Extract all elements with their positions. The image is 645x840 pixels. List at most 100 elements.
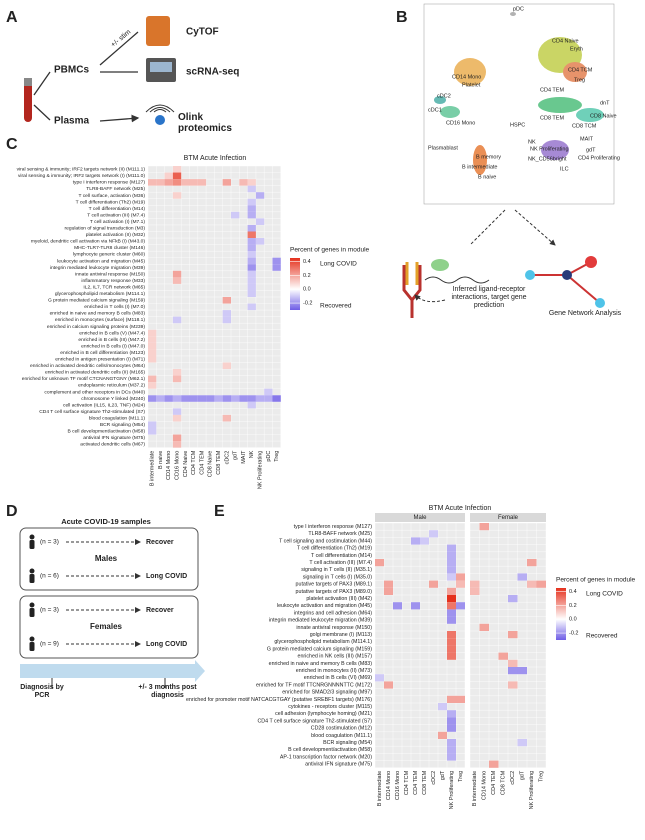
column-label: B intermediate: [377, 771, 383, 806]
facet-strip: [375, 513, 465, 522]
heatmap-cell: [222, 414, 231, 422]
cluster-label: Platelet: [462, 82, 481, 88]
row-label: inflammatory response (M33): [81, 278, 145, 284]
row-label: leukocyte activation and migration (M45): [277, 603, 372, 609]
heatmap-cell: [247, 264, 256, 271]
schematic-label: Gene Network Analysis: [548, 310, 622, 317]
heatmap-cell: [214, 395, 223, 402]
column-label: CD8 TCM: [501, 770, 507, 795]
row-label: TLR8-BAFF network (M25): [308, 531, 372, 537]
group-name: Males: [95, 554, 118, 563]
facet-label: Female: [498, 515, 519, 521]
heatmap-cell: [247, 277, 256, 284]
column-label: NK: [249, 450, 255, 458]
heatmap-cell: [447, 638, 456, 646]
column-label: NK Proliferating: [449, 771, 455, 810]
group-box: [19, 595, 199, 659]
row-label: enriched in B cells (V) (M47.4): [79, 330, 145, 336]
heatmap-cell: [172, 270, 182, 278]
row-label: T cell differentiation (Th2) (M19): [76, 199, 146, 205]
person-icon: [29, 574, 35, 583]
cluster-label: CD4 Proliferating: [578, 155, 620, 161]
row-label: blood coagulation (M11.1): [89, 415, 146, 421]
heatmap-cell: [447, 710, 456, 718]
heatmap-cell: [536, 580, 546, 588]
network-node: [585, 256, 597, 268]
heatmap-cell: [172, 316, 182, 324]
heatmap-cell: [172, 375, 182, 383]
row-label: blood coagulation (M11.1): [311, 733, 372, 739]
heatmap-cell: [247, 303, 256, 311]
heatmap-cell: [264, 388, 273, 396]
cluster-label: CD8 TEM: [540, 115, 564, 121]
timeline-ticks: [51, 678, 166, 688]
legend-title: Percent of genes in module: [556, 577, 636, 584]
heatmap-cell: [189, 395, 198, 402]
heatmap-cell: [384, 681, 393, 689]
receptor-inner: [405, 262, 419, 285]
column-label: gdT: [233, 450, 239, 460]
heatmap-cell: [447, 724, 456, 732]
source-label: Plasma: [54, 116, 89, 127]
row-label: lymphocyte generic cluster (M60): [73, 252, 145, 258]
person-icon: [29, 642, 35, 651]
heatmap-cell: [206, 395, 215, 402]
heatmap-cell: [222, 395, 231, 402]
column-label: cDC2: [510, 771, 516, 785]
heatmap-cell: [384, 580, 393, 588]
row-label: antiviral IFN signature (M75): [305, 762, 372, 768]
heatmap-cell: [508, 681, 518, 689]
assay-label: Olink proteomics: [178, 112, 232, 134]
row-label: T cell differentiation (Th2) (M19): [297, 546, 372, 552]
person-icon: [29, 636, 35, 642]
heatmap-cell: [247, 251, 256, 258]
cluster-label: Plasmablast: [428, 145, 458, 151]
heatmap-cell: [508, 595, 518, 603]
row-label: T cell activation (I) (M7.1): [90, 219, 145, 225]
colorbar-tick-label: 0.4: [569, 589, 577, 595]
column-label: cDC2: [431, 771, 437, 785]
heatmap-cell: [247, 395, 256, 402]
column-label: CD4 TCM: [404, 770, 410, 795]
row-label: putative targets of PAX3 (M89.0): [296, 589, 373, 595]
row-label: MHC-TLR7-TLR8 cluster (M146): [74, 245, 145, 251]
row-label: T cell activation (III) (M7.4): [87, 212, 145, 218]
legend-high: Long COVID: [320, 261, 357, 268]
cluster-label: B memory: [476, 154, 501, 160]
heatmap-cell: [447, 573, 456, 581]
heatmap-cell: [264, 395, 273, 402]
row-label: enriched in B cells (I) (M47.0): [81, 343, 145, 349]
panel-label: C: [6, 136, 18, 153]
row-label: myeloid, dendritic cell activation via N…: [31, 239, 146, 245]
cluster-label: CD4 TCM: [568, 67, 593, 73]
panel-label: A: [6, 9, 18, 26]
column-label: Treg: [274, 451, 280, 462]
row-label: enriched in monocytes (II) (M73): [296, 668, 372, 674]
row-label: CD4 T cell surface signature Th2-stimula…: [257, 718, 372, 724]
heatmap-cell: [447, 645, 456, 653]
dashed-arrows: [469, 209, 555, 245]
cluster-label: pDC: [513, 6, 524, 12]
heatmap-cell: [447, 616, 456, 624]
heatmap-cell: [429, 580, 438, 588]
heatmap-cell: [470, 587, 480, 595]
legend-low: Recovered: [320, 303, 352, 310]
heatmap-cell: [222, 310, 231, 317]
row-label: platelet activation (III) (M42): [306, 596, 372, 602]
column-label: CD8 TEM: [422, 770, 428, 794]
column-label: cDC2: [224, 451, 230, 465]
heatmap-cell: [498, 652, 508, 660]
row-label: enriched in NK cells (III) (M157): [298, 654, 373, 660]
cluster-label: NK_CD56bright: [528, 156, 567, 162]
row-label: G protein mediated calcium signaling (M1…: [267, 646, 372, 652]
colorbar: [556, 588, 566, 640]
column-label: CD4 Naive: [183, 451, 189, 478]
column-label: NK Proliferating: [529, 771, 535, 810]
cluster-label: MAIT: [580, 136, 594, 142]
heatmap-cell: [375, 674, 384, 682]
heatmap-cell: [447, 587, 456, 595]
heatmap-cell: [247, 179, 256, 186]
heatmap-cell: [438, 731, 447, 739]
row-label: innate antiviral response (M150): [296, 625, 372, 631]
row-label: integrin mediated leukocyte migration (M…: [269, 618, 372, 624]
